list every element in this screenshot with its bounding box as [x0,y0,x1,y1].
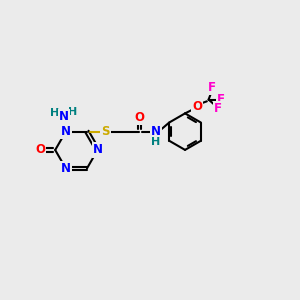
Text: O: O [35,143,45,157]
Text: O: O [192,100,203,112]
Text: N: N [61,125,71,138]
Text: H: H [151,137,160,147]
Text: N: N [61,162,71,175]
Text: F: F [214,103,222,116]
Text: H: H [50,108,59,118]
Text: O: O [134,111,144,124]
Text: F: F [208,81,216,94]
Text: N: N [59,110,69,123]
Text: N: N [151,125,160,138]
Text: S: S [101,125,110,138]
Text: F: F [217,93,225,106]
Text: N: N [93,143,103,157]
Text: H: H [68,107,77,117]
